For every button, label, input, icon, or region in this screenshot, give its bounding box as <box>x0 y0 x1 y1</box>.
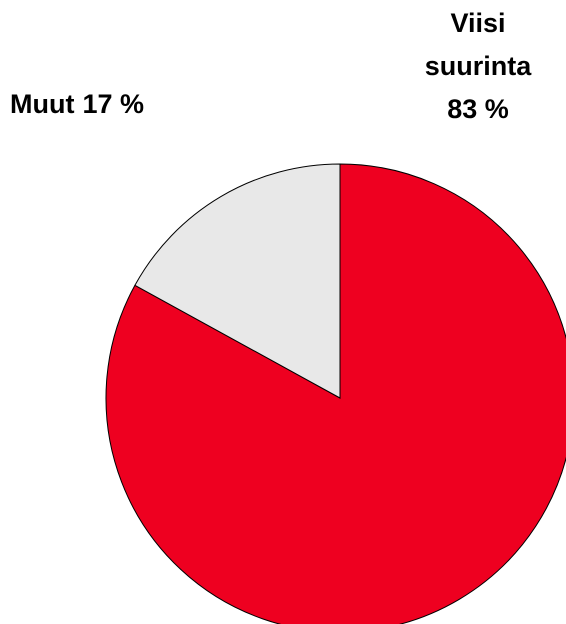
value-label: 83 % <box>447 94 509 124</box>
category-label: Muut <box>10 89 75 119</box>
slice-label: Viisi suurinta 83 % <box>403 2 553 131</box>
pie-slice <box>105 163 566 624</box>
category-label: Viisi suurinta <box>424 8 532 81</box>
pie-slice <box>134 163 341 399</box>
slice-label: Muut 17 % <box>10 83 144 126</box>
value-label: 17 % <box>82 89 145 119</box>
